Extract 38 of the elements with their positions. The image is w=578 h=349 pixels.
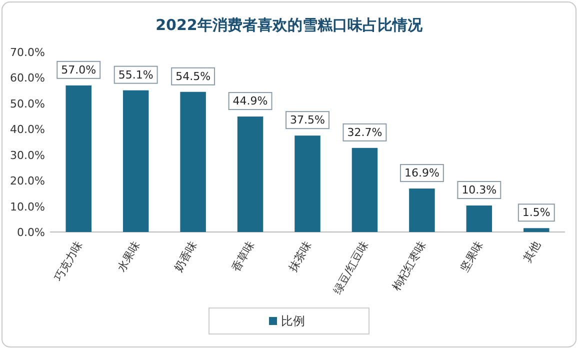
bar <box>352 148 378 232</box>
y-tick-label: 0.0% <box>17 226 45 239</box>
y-tick-label: 50.0% <box>10 97 45 110</box>
data-label: 10.3% <box>462 184 497 197</box>
y-tick-label: 10.0% <box>10 200 45 214</box>
y-tick-label: 30.0% <box>10 148 45 162</box>
x-tick-label: 枸杞红枣味 <box>390 239 429 294</box>
bar <box>466 206 492 232</box>
bar <box>409 188 435 232</box>
x-tick-label: 香草味 <box>229 239 257 274</box>
data-label: 32.7% <box>347 126 382 139</box>
x-tick-label: 坚果味 <box>458 239 486 274</box>
y-tick-label: 70.0% <box>10 46 45 59</box>
chart-title: 2022年消费者喜欢的雪糕口味占比情况 <box>156 16 424 34</box>
bar <box>524 228 550 232</box>
x-tick-label: 其他 <box>520 239 543 265</box>
x-tick-label: 绿豆/红豆味 <box>330 239 372 296</box>
x-tick-label: 巧克力味 <box>52 239 86 284</box>
data-label: 57.0% <box>61 63 96 76</box>
y-tick-label: 60.0% <box>10 72 45 85</box>
y-tick-label: 40.0% <box>10 123 45 136</box>
bar <box>294 136 320 232</box>
legend-label: 比例 <box>281 314 305 328</box>
y-tick-label: 20.0% <box>10 174 45 188</box>
x-tick-label: 水果味 <box>114 239 142 274</box>
x-tick-label: 奶香味 <box>172 239 200 274</box>
data-label: 44.9% <box>232 94 268 108</box>
legend: 比例 <box>208 308 370 334</box>
bar <box>122 90 149 232</box>
x-tick-label: 抹茶味 <box>286 239 314 274</box>
data-label: 37.5% <box>290 114 325 127</box>
data-label: 54.5% <box>176 70 211 83</box>
data-label: 1.5% <box>522 206 550 220</box>
bar <box>180 92 206 232</box>
bar <box>66 85 92 232</box>
data-label: 55.1% <box>118 68 154 82</box>
data-label: 16.9% <box>404 166 440 180</box>
bar <box>237 116 264 232</box>
